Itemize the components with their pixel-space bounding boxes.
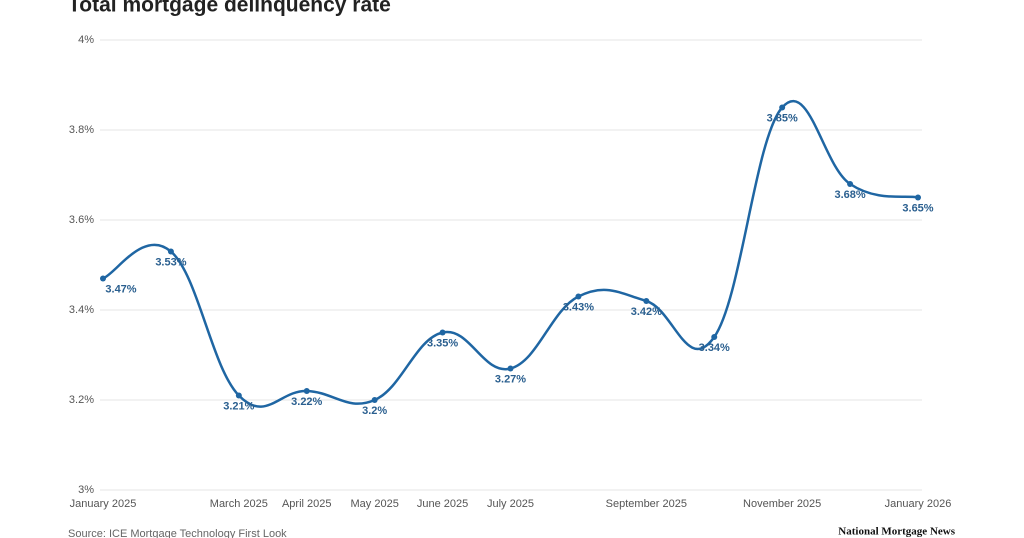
point bbox=[779, 104, 786, 111]
point bbox=[507, 365, 514, 372]
point bbox=[235, 392, 242, 399]
y-tick-label: 3.4% bbox=[69, 304, 94, 316]
x-tick-label: November 2025 bbox=[743, 498, 821, 510]
value-label: 3.34% bbox=[699, 342, 730, 354]
value-label: 3.43% bbox=[563, 301, 594, 313]
point bbox=[167, 248, 174, 255]
point bbox=[915, 194, 921, 201]
value-label: 3.47% bbox=[105, 283, 136, 295]
point bbox=[847, 181, 854, 187]
value-label: 3.22% bbox=[291, 396, 322, 408]
x-tick-label: March 2025 bbox=[210, 498, 268, 510]
source: Source: ICE Mortgage Technology First Lo… bbox=[68, 528, 287, 538]
x-tick-label: May 2025 bbox=[351, 498, 399, 510]
x-tick-label: January 2026 bbox=[885, 498, 952, 510]
point bbox=[100, 275, 106, 282]
value-label: 3.68% bbox=[834, 189, 865, 201]
x-tick-label: September 2025 bbox=[606, 498, 687, 510]
point bbox=[575, 293, 582, 300]
line bbox=[102, 99, 919, 408]
chart-title: Total mortgage delinquency rate bbox=[68, 0, 391, 17]
point bbox=[439, 329, 446, 336]
point bbox=[371, 397, 378, 403]
point bbox=[303, 388, 310, 394]
point bbox=[643, 298, 650, 304]
logo: National Mortgage News bbox=[838, 526, 955, 538]
y-tick-label: 3.2% bbox=[69, 394, 94, 406]
x-tick-label: July 2025 bbox=[487, 498, 534, 510]
value-label: 3.27% bbox=[495, 373, 526, 385]
x-tick-label: January 2025 bbox=[70, 498, 137, 510]
y-tick-label: 3.6% bbox=[69, 214, 94, 226]
value-label: 3.65% bbox=[902, 202, 933, 214]
value-label: 3.85% bbox=[767, 112, 798, 124]
x-tick-label: April 2025 bbox=[282, 498, 332, 510]
value-label: 3.21% bbox=[223, 400, 254, 412]
y-tick-label: 4% bbox=[78, 34, 94, 46]
point bbox=[711, 334, 718, 340]
value-label: 3.53% bbox=[155, 256, 186, 268]
value-label: 3.42% bbox=[631, 306, 662, 318]
y-tick-label: 3% bbox=[78, 484, 94, 496]
value-label: 3.35% bbox=[427, 337, 458, 349]
value-label: 3.2% bbox=[362, 405, 387, 417]
y-tick-label: 3.8% bbox=[69, 124, 94, 136]
x-tick-label: June 2025 bbox=[417, 498, 468, 510]
